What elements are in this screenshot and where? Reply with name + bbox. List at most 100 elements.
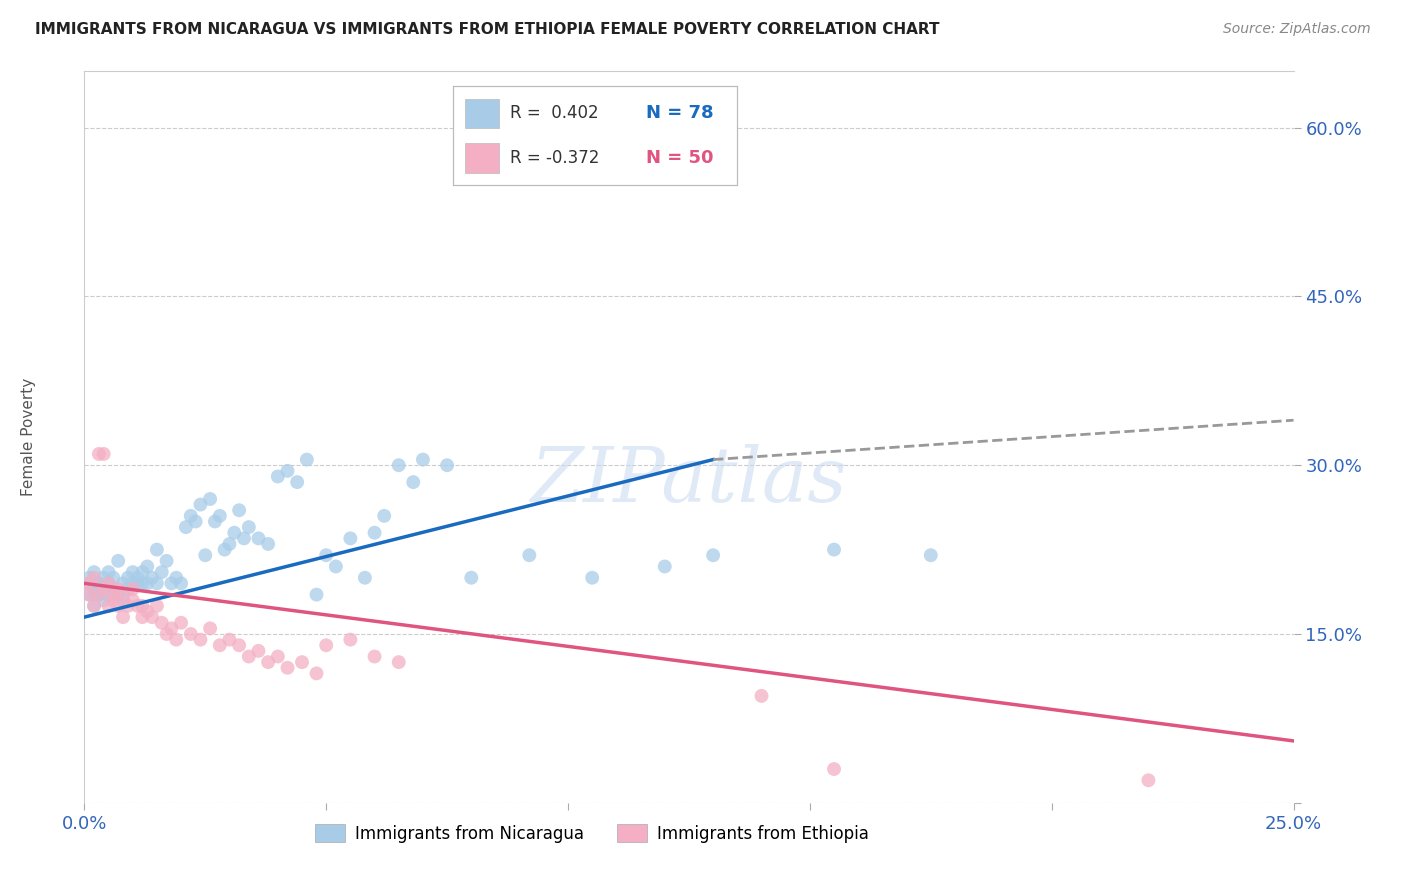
Point	[131, 565, 153, 579]
Point	[224, 525, 246, 540]
Point	[654, 559, 676, 574]
Point	[121, 582, 143, 596]
Point	[285, 475, 308, 489]
Point	[228, 638, 250, 652]
Point	[127, 571, 149, 585]
Point	[155, 554, 177, 568]
Point	[315, 638, 337, 652]
Y-axis label: Female Poverty: Female Poverty	[21, 378, 35, 496]
Point	[87, 447, 110, 461]
Point	[146, 599, 169, 613]
Point	[276, 464, 298, 478]
Point	[83, 588, 105, 602]
Point	[218, 537, 240, 551]
Point	[87, 588, 110, 602]
Point	[180, 627, 202, 641]
Point	[141, 610, 163, 624]
Point	[77, 576, 100, 591]
Point	[150, 615, 173, 630]
Point	[291, 655, 314, 669]
Point	[146, 576, 169, 591]
Point	[581, 571, 603, 585]
Point	[190, 632, 212, 647]
Point	[93, 582, 115, 596]
Point	[228, 503, 250, 517]
Point	[83, 582, 105, 596]
Point	[77, 588, 100, 602]
Point	[373, 508, 395, 523]
Point	[388, 655, 411, 669]
Point	[339, 532, 361, 546]
Point	[208, 508, 231, 523]
Point	[160, 576, 183, 591]
Point	[174, 520, 197, 534]
Point	[131, 576, 153, 591]
Point	[517, 548, 540, 562]
Point	[127, 599, 149, 613]
Point	[93, 447, 115, 461]
Point	[1137, 773, 1160, 788]
Point	[247, 644, 270, 658]
Point	[97, 565, 120, 579]
Text: IMMIGRANTS FROM NICARAGUA VS IMMIGRANTS FROM ETHIOPIA FEMALE POVERTY CORRELATION: IMMIGRANTS FROM NICARAGUA VS IMMIGRANTS …	[35, 22, 939, 37]
Point	[180, 508, 202, 523]
Point	[155, 627, 177, 641]
Point	[136, 559, 159, 574]
Point	[315, 548, 337, 562]
Point	[97, 576, 120, 591]
Point	[107, 599, 129, 613]
Point	[127, 576, 149, 591]
Point	[141, 571, 163, 585]
Point	[190, 498, 212, 512]
Point	[751, 689, 773, 703]
Point	[460, 571, 482, 585]
Point	[107, 588, 129, 602]
Point	[131, 599, 153, 613]
Point	[103, 571, 125, 585]
Point	[238, 520, 260, 534]
Point	[412, 452, 434, 467]
Point	[363, 525, 385, 540]
Point	[103, 582, 125, 596]
Point	[165, 632, 187, 647]
Point	[305, 666, 328, 681]
Point	[160, 621, 183, 635]
Point	[325, 559, 347, 574]
Point	[121, 593, 143, 607]
Point	[305, 588, 328, 602]
Point	[97, 599, 120, 613]
Point	[198, 491, 221, 506]
Point	[214, 542, 236, 557]
Point	[93, 582, 115, 596]
Point	[436, 458, 458, 473]
Point	[276, 661, 298, 675]
Point	[267, 469, 290, 483]
Point	[97, 576, 120, 591]
Point	[83, 565, 105, 579]
Point	[87, 576, 110, 591]
Point	[823, 542, 845, 557]
Point	[77, 571, 100, 585]
Point	[103, 593, 125, 607]
Point	[93, 571, 115, 585]
Point	[87, 576, 110, 591]
Point	[112, 593, 135, 607]
Point	[107, 582, 129, 596]
Point	[150, 565, 173, 579]
Point	[83, 599, 105, 613]
Point	[238, 649, 260, 664]
Point	[97, 588, 120, 602]
Point	[295, 452, 318, 467]
Point	[93, 593, 115, 607]
Point	[267, 649, 290, 664]
Point	[233, 532, 256, 546]
Point	[112, 576, 135, 591]
Point	[363, 649, 385, 664]
Point	[121, 565, 143, 579]
Point	[388, 458, 411, 473]
Point	[131, 610, 153, 624]
Point	[146, 542, 169, 557]
Point	[170, 576, 193, 591]
Point	[112, 610, 135, 624]
Point	[702, 548, 724, 562]
